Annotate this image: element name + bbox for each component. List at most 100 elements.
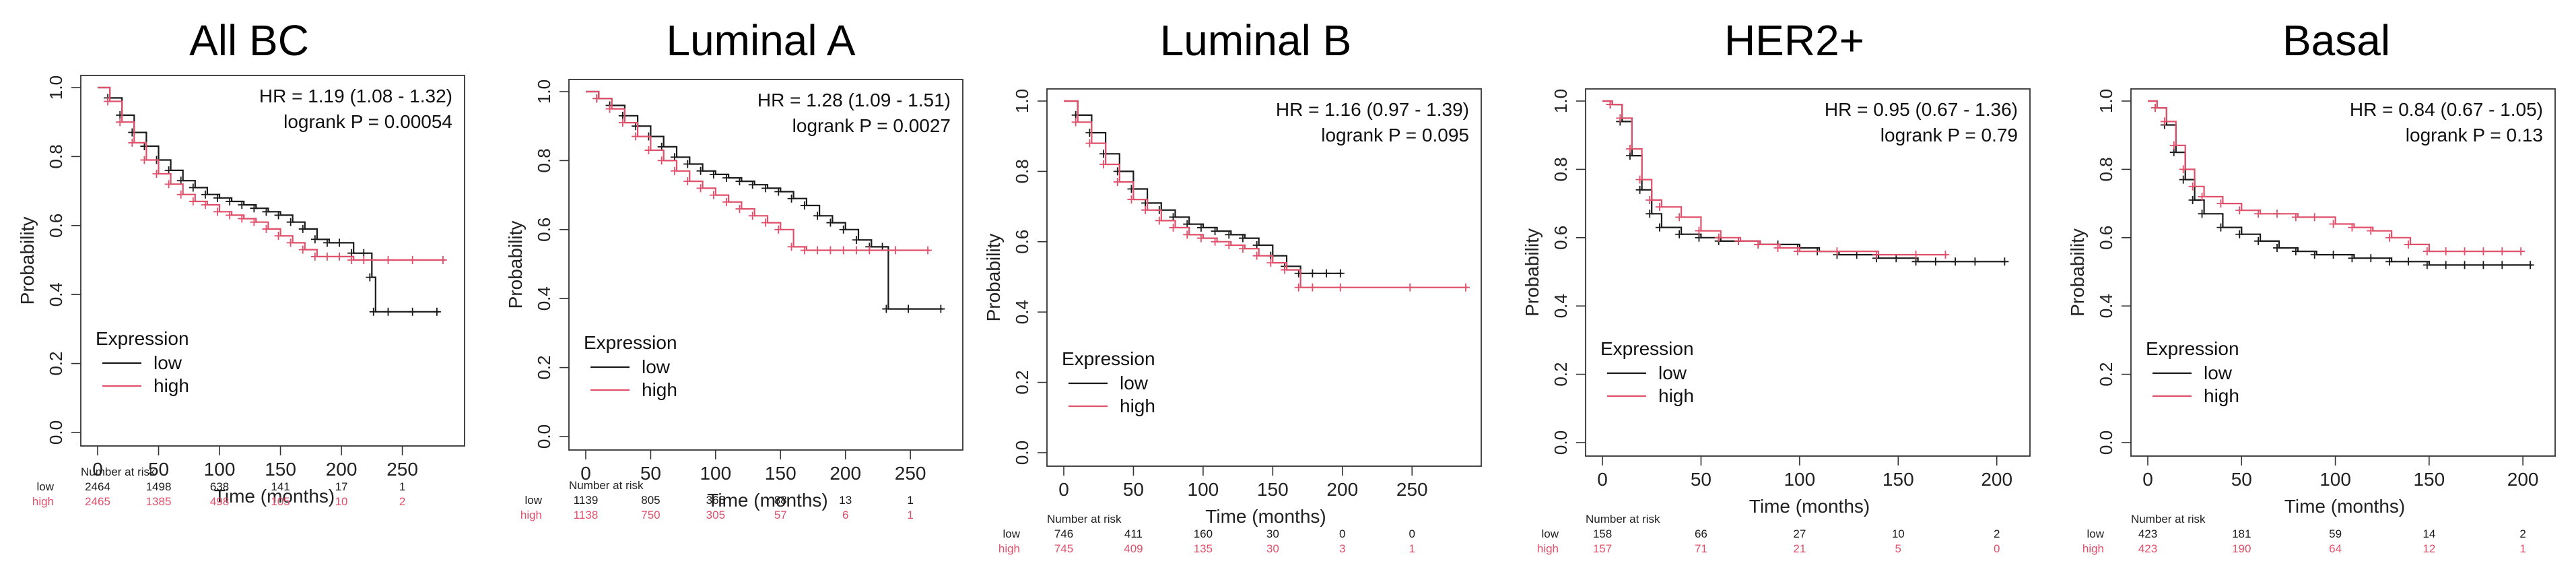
x-tick-label: 50 <box>148 459 169 480</box>
p-value-text: logrank P = 0.095 <box>1321 125 1469 146</box>
censor-mark-low <box>1655 223 1664 232</box>
km-panel-2: Luminal A 0.0 0.2 0.4 0.6 0.8 1.0 Probability 0 5… <box>505 16 963 521</box>
censor-mark-high <box>891 246 900 255</box>
censor-mark-low <box>201 190 209 199</box>
y-axis-label: Probability <box>17 217 38 305</box>
censor-mark-high <box>1941 251 1950 259</box>
censor-mark-high <box>2329 220 2338 228</box>
plot-frame <box>1046 88 1482 467</box>
censor-mark-high <box>671 166 679 175</box>
censor-mark-low <box>369 307 378 316</box>
censor-mark-high <box>657 156 666 165</box>
censor-mark-low <box>323 238 331 247</box>
censor-mark-low <box>1071 110 1080 119</box>
censor-mark-high <box>2273 210 2281 218</box>
censor-mark-high <box>632 132 640 141</box>
censor-mark-high <box>1281 265 1289 274</box>
x-axis-label: Time (months) <box>707 490 827 511</box>
risk-value: 30 <box>1266 542 1279 555</box>
risk-row-label-low: low <box>524 494 542 507</box>
censor-mark-high <box>1183 230 1192 239</box>
censor-mark-low <box>2273 244 2281 253</box>
censor-mark-high <box>1462 283 1470 292</box>
censor-mark-high <box>116 118 125 127</box>
x-axis-label: Time (months) <box>2284 496 2405 517</box>
y-tick-label: 0.0 <box>46 420 66 445</box>
censor-mark-high <box>1308 283 1317 292</box>
risk-table-header: Number at risk <box>2131 513 2206 525</box>
risk-value: 746 <box>1054 527 1073 540</box>
km-panel-3: Luminal B 0.0 0.2 0.4 0.6 0.8 1.0 Probability 0 5… <box>983 16 1482 555</box>
risk-row-label-low: low <box>2087 527 2104 540</box>
km-curve-high <box>586 90 930 251</box>
censor-mark-low <box>852 236 860 245</box>
censor-mark-high <box>2441 247 2450 256</box>
risk-value: 1 <box>1409 542 1415 555</box>
risk-table-header: Number at risk <box>1047 513 1122 525</box>
censor-mark-high <box>1211 237 1219 246</box>
risk-value: 10 <box>335 495 348 508</box>
y-tick-label: 0.4 <box>2096 294 2116 318</box>
censor-mark-high <box>761 218 770 227</box>
risk-value: 1 <box>907 494 913 507</box>
censor-mark-high <box>2348 223 2357 232</box>
risk-value: 1 <box>907 509 913 521</box>
censor-mark-high <box>189 197 197 205</box>
y-tick-label: 0.6 <box>1012 230 1032 254</box>
censor-mark-high <box>335 252 344 261</box>
censor-mark-high <box>1099 160 1108 168</box>
legend-label-low: low <box>642 356 671 377</box>
risk-value: 160 <box>1194 527 1213 540</box>
censor-mark-low <box>1625 152 1634 160</box>
risk-value: 135 <box>1194 542 1213 555</box>
risk-value: 409 <box>1124 542 1143 555</box>
censor-mark-high <box>250 218 259 226</box>
y-tick-label: 1.0 <box>1012 89 1032 113</box>
risk-value: 181 <box>2232 527 2251 540</box>
x-tick-label: 100 <box>1188 479 1219 500</box>
censor-mark-high <box>1911 251 1920 259</box>
x-tick-label: 50 <box>1123 479 1144 500</box>
risk-value: 805 <box>641 494 660 507</box>
x-tick-label: 150 <box>1257 479 1289 500</box>
censor-mark-low <box>2254 236 2263 245</box>
censor-mark-low <box>2216 223 2225 232</box>
p-value-text: logrank P = 0.79 <box>1880 125 2018 146</box>
risk-value: 27 <box>1793 527 1806 540</box>
censor-mark-high <box>2367 226 2375 235</box>
censor-mark-high <box>1714 233 1723 242</box>
censor-mark-high <box>800 246 809 255</box>
p-value-text: logrank P = 0.00054 <box>283 111 452 132</box>
censor-mark-high <box>1655 203 1664 212</box>
y-tick-label: 0.0 <box>1012 441 1032 465</box>
censor-mark-high <box>384 256 393 264</box>
x-tick-label: 250 <box>386 459 418 480</box>
censor-mark-high <box>286 238 295 247</box>
censor-mark-low <box>1695 233 1703 242</box>
x-tick-label: 50 <box>1691 469 1711 490</box>
risk-value: 750 <box>641 509 660 521</box>
risk-row-label-low: low <box>1541 527 1559 540</box>
censor-mark-high <box>213 207 222 216</box>
x-tick-label: 100 <box>700 463 731 484</box>
censor-mark-high <box>1793 247 1802 256</box>
censor-mark-high <box>262 224 271 233</box>
x-tick-label: 150 <box>265 459 296 480</box>
risk-value: 21 <box>1793 542 1806 555</box>
legend-title: Expression <box>96 328 189 349</box>
plot-frame <box>80 75 465 447</box>
y-tick-label: 0.6 <box>534 218 554 242</box>
km-curve-low <box>1064 100 1343 274</box>
x-tick-label: 200 <box>829 463 861 484</box>
censor-mark-low <box>2188 196 2197 205</box>
km-panel-1: All BC 0.0 0.2 0.4 0.6 0.8 1.0 Probability 0 50 10… <box>17 16 465 508</box>
censor-mark-high <box>2254 210 2263 218</box>
censor-mark-high <box>2169 141 2178 150</box>
legend-title: Expression <box>1600 338 1694 359</box>
y-tick-label: 0.6 <box>46 214 66 238</box>
censor-mark-high <box>1169 223 1178 232</box>
censor-mark-high <box>1646 196 1654 205</box>
censor-mark-low <box>2291 247 2300 256</box>
hr-text: HR = 0.84 (0.67 - 1.05) <box>2350 99 2543 120</box>
km-panel-5: Basal 0.0 0.2 0.4 0.6 0.8 1.0 Probability 0 50 100… <box>2067 16 2556 555</box>
